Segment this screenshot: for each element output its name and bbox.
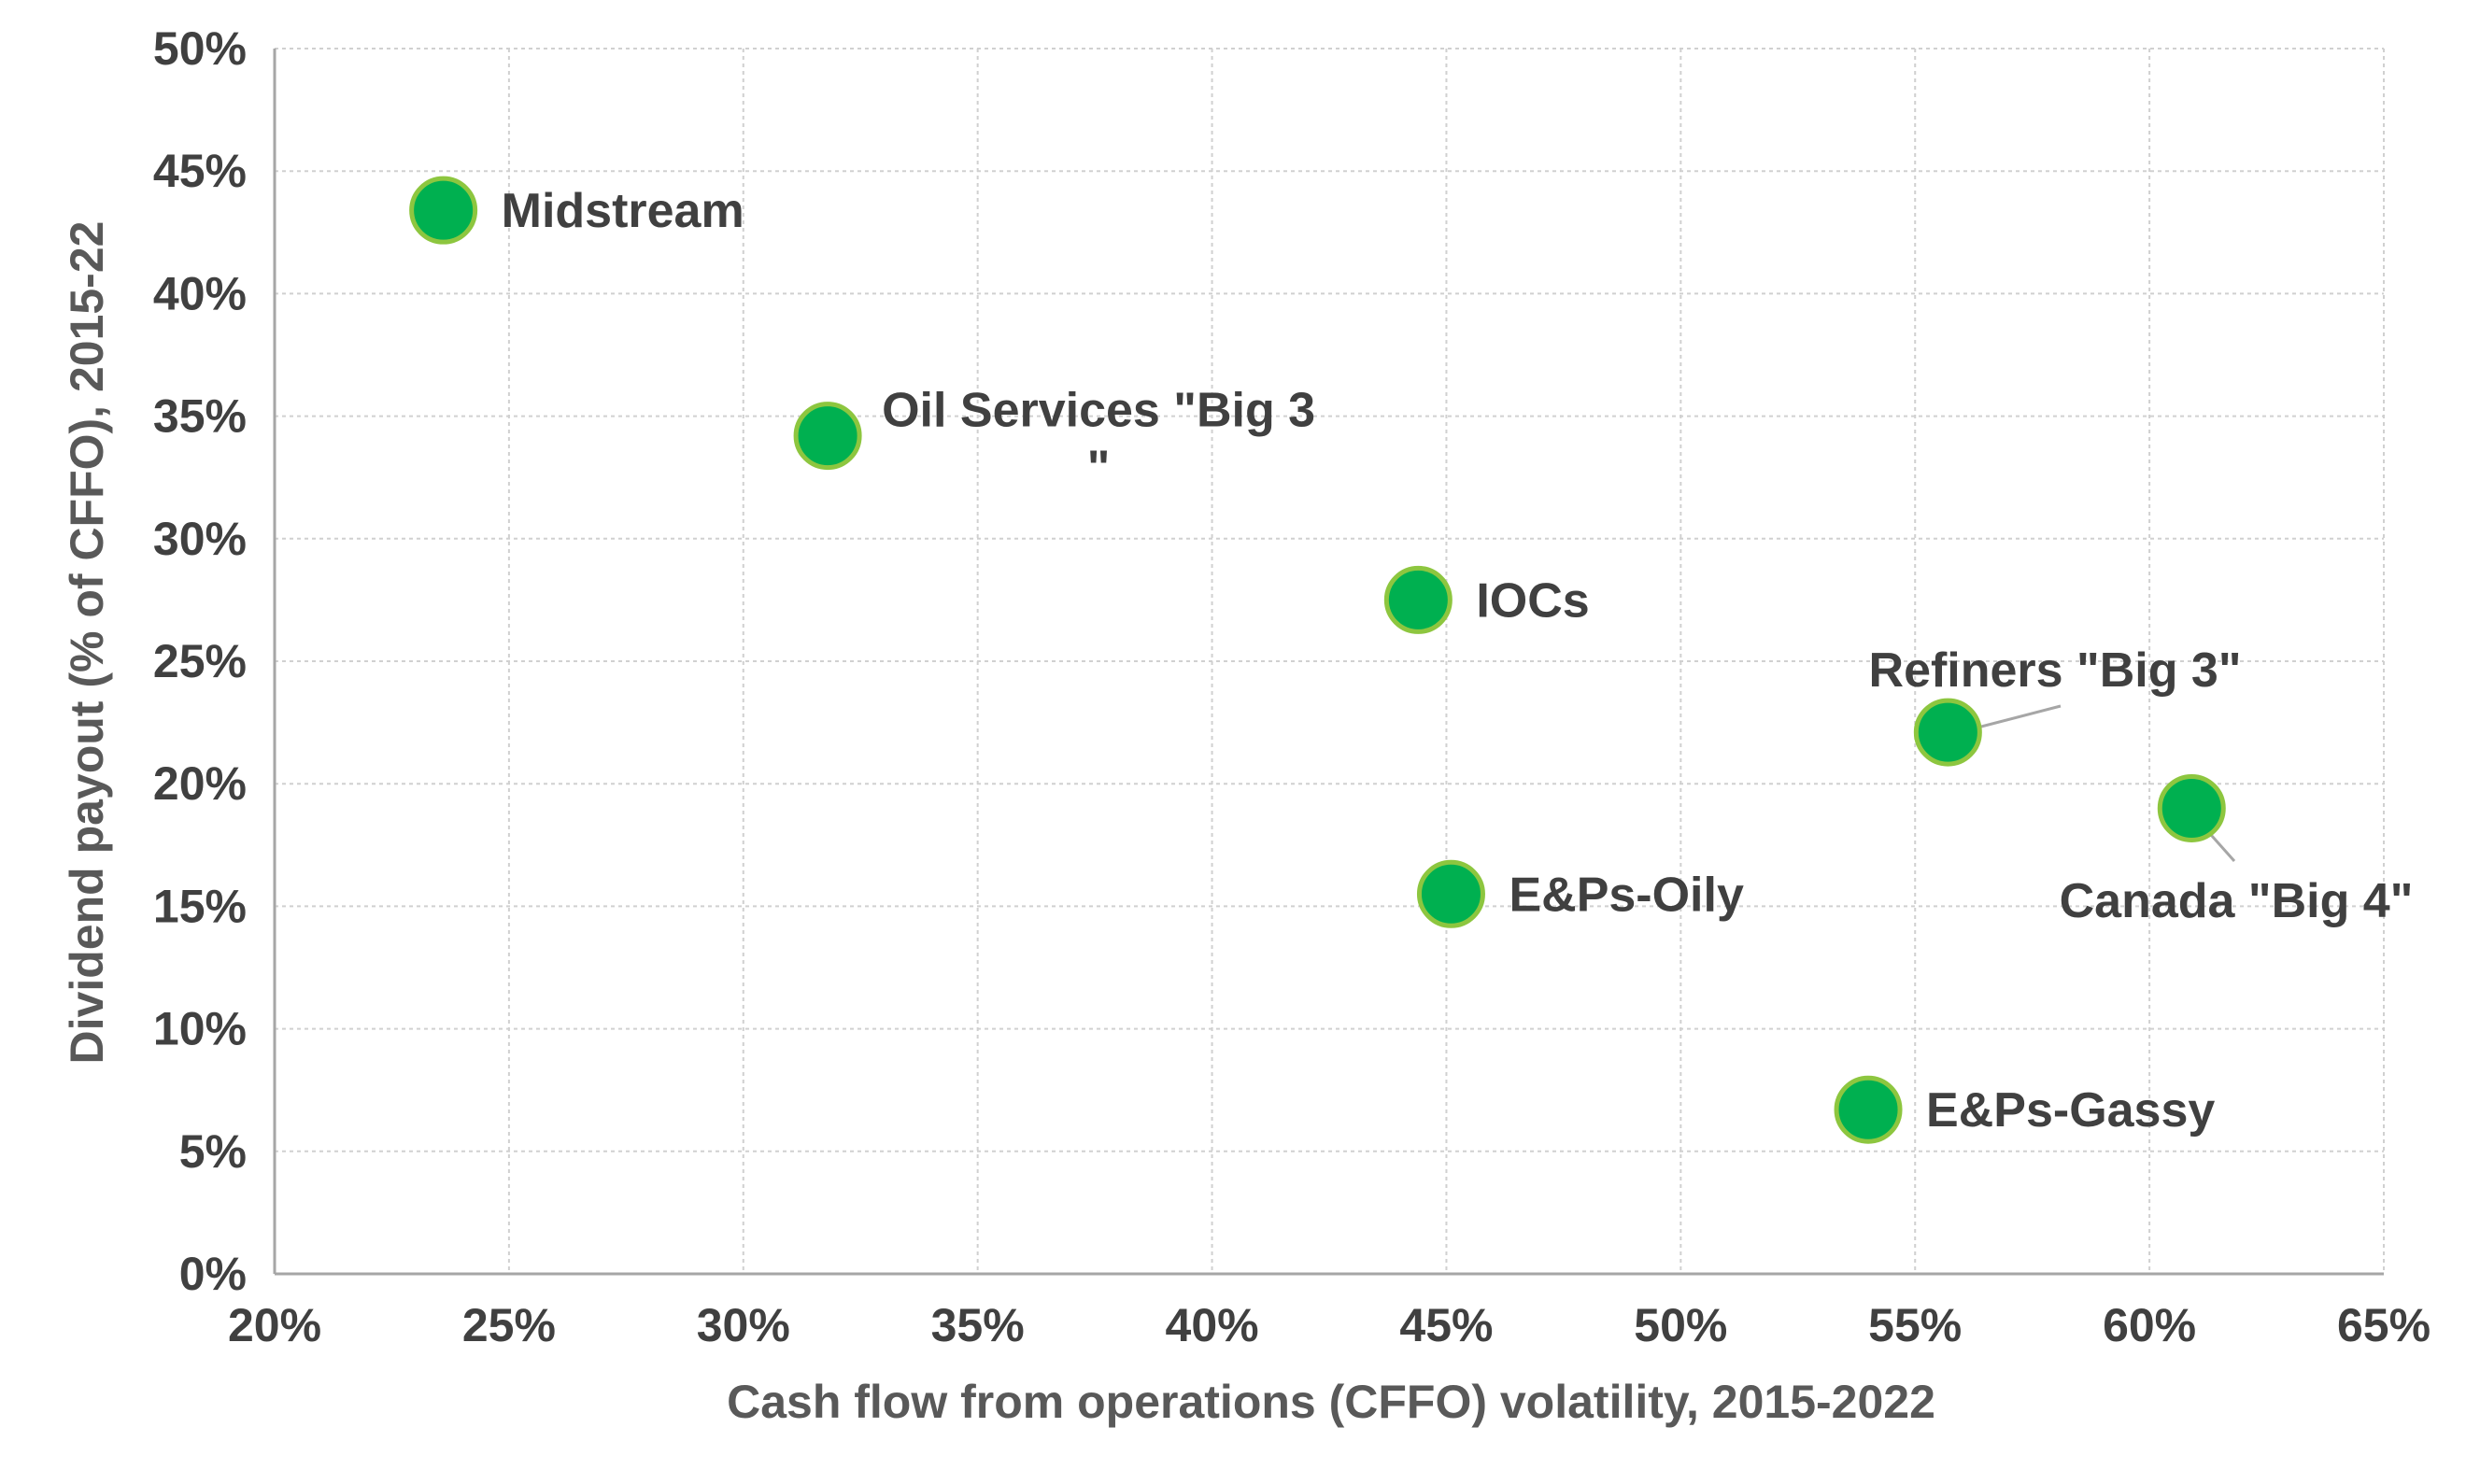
y-tick-label: 45% [153, 145, 247, 197]
data-point-label: Oil Services "Big 3 " [882, 384, 1315, 496]
data-point-marker [1834, 1075, 1903, 1144]
point-labels: Midstream Oil Services "Big 3 " IOCs Refiner… [502, 184, 2414, 1138]
data-point-label: Canada "Big 4" [2060, 874, 2414, 928]
x-tick-label: 40% [1166, 1299, 1259, 1351]
tick-labels: 20% 25% 30% 35% 40% 45% 50% 55% 60% 65% 0% 5% 10% 15%… [153, 22, 2431, 1351]
y-axis-title: Dividend payout (% of CFFO), 2015-22 [61, 221, 113, 1065]
data-point-marker [1383, 565, 1453, 634]
y-tick-label: 20% [153, 757, 247, 810]
x-tick-label: 20% [228, 1299, 321, 1351]
y-tick-label: 35% [153, 390, 247, 443]
x-tick-label: 35% [931, 1299, 1025, 1351]
x-tick-label: 55% [1868, 1299, 1962, 1351]
data-point-marker [1913, 698, 1982, 767]
x-tick-label: 25% [462, 1299, 556, 1351]
y-tick-label: 0% [179, 1248, 247, 1300]
x-axis-title: Cash flow from operations (CFFO) volatil… [727, 1376, 1935, 1428]
axes [273, 49, 2384, 1276]
data-point-marker [2157, 773, 2226, 842]
y-tick-label: 40% [153, 267, 247, 319]
data-point-marker [1416, 859, 1485, 928]
x-tick-label: 45% [1399, 1299, 1493, 1351]
data-point-label: IOCs [1476, 573, 1589, 628]
y-tick-label: 15% [153, 880, 247, 932]
data-point-label: E&Ps-Oily [1509, 868, 1743, 922]
data-point-label: Midstream [502, 184, 744, 238]
data-point-label: E&Ps-Gassy [1926, 1083, 2215, 1138]
data-points [409, 176, 2226, 1144]
y-tick-label: 5% [179, 1125, 247, 1178]
x-tick-label: 60% [2103, 1299, 2196, 1351]
y-tick-label: 10% [153, 1003, 247, 1055]
y-tick-label: 30% [153, 513, 247, 565]
x-tick-label: 50% [1634, 1299, 1727, 1351]
grid [275, 48, 2385, 1274]
y-tick-label: 50% [153, 22, 247, 75]
data-point-label: Refiners "Big 3" [1869, 643, 2242, 698]
data-point-marker [409, 176, 478, 245]
x-tick-label: 30% [697, 1299, 790, 1351]
x-tick-label: 65% [2337, 1299, 2431, 1351]
y-tick-label: 25% [153, 635, 247, 687]
data-point-marker [793, 402, 862, 471]
